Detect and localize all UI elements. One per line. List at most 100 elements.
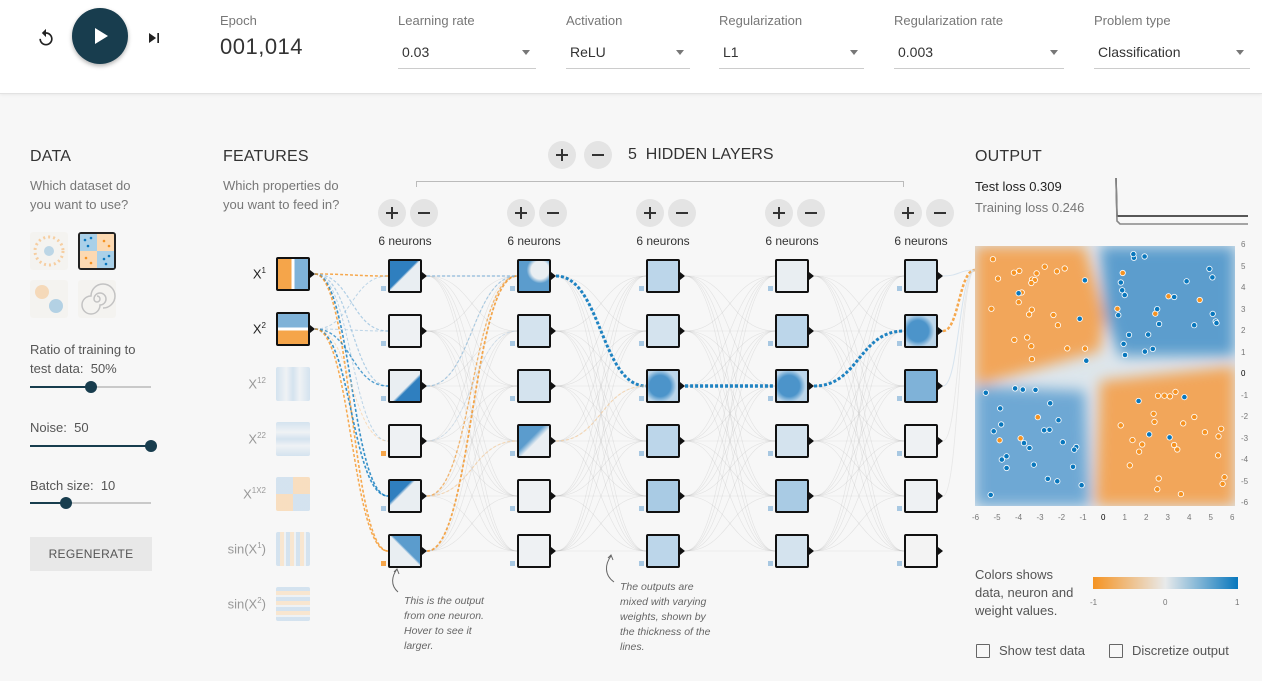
regularization-select[interactable]: L1 (719, 38, 864, 69)
hidden-neuron[interactable] (388, 424, 422, 458)
hidden-neuron[interactable] (517, 424, 551, 458)
weight-line (426, 330, 518, 497)
node-output-arrow (551, 327, 556, 335)
activation-label: Activation (566, 13, 623, 28)
data-point (1041, 263, 1048, 270)
hidden-neuron[interactable] (646, 534, 680, 568)
hidden-neuron[interactable] (646, 259, 680, 293)
dataset-xor-thumb[interactable] (78, 232, 116, 270)
add-neuron-button[interactable] (636, 199, 664, 227)
weight-line (684, 385, 776, 497)
weight-line (813, 440, 905, 552)
hidden-neuron[interactable] (775, 534, 809, 568)
ratio-slider[interactable] (30, 381, 151, 393)
node-output-arrow (680, 547, 685, 555)
neuron-bias-indicator (381, 341, 386, 346)
hidden-neuron[interactable] (517, 314, 551, 348)
hidden-neuron[interactable] (517, 534, 551, 568)
training-loss-value: 0.246 (1051, 200, 1085, 215)
data-point (1069, 463, 1077, 470)
show-test-data-checkbox[interactable] (976, 644, 990, 658)
feature-label: X22 (248, 431, 266, 447)
remove-neuron-button[interactable] (668, 199, 696, 227)
hidden-neuron[interactable] (646, 479, 680, 513)
noise-slider[interactable] (30, 440, 157, 452)
hidden-neuron[interactable] (388, 314, 422, 348)
hidden-neuron[interactable] (517, 259, 551, 293)
hidden-neuron[interactable] (388, 369, 422, 403)
data-point (1206, 265, 1213, 272)
add-neuron-button[interactable] (765, 199, 793, 227)
data-point (1059, 439, 1066, 446)
weight-line (813, 385, 905, 497)
add-neuron-button[interactable] (894, 199, 922, 227)
weight-line (684, 275, 776, 442)
batch-slider-knob[interactable] (60, 497, 73, 509)
hidden-neuron[interactable] (388, 479, 422, 513)
remove-neuron-button[interactable] (539, 199, 567, 227)
hidden-neuron[interactable] (775, 259, 809, 293)
neuron-bias-indicator (897, 286, 902, 291)
add-layer-button[interactable] (548, 141, 576, 169)
feature-node[interactable] (276, 422, 310, 456)
hidden-neuron[interactable] (904, 369, 938, 403)
dataset-spiral-thumb[interactable] (78, 280, 116, 318)
reset-button[interactable] (32, 24, 60, 52)
add-neuron-button[interactable] (378, 199, 406, 227)
noise-slider-knob[interactable] (145, 440, 157, 452)
weight-line (426, 385, 518, 497)
feature-node[interactable] (276, 257, 310, 291)
hidden-neuron[interactable] (646, 314, 680, 348)
weight-line (684, 440, 776, 497)
data-point (1119, 287, 1126, 294)
weight-line (555, 330, 647, 552)
data-point (998, 456, 1005, 463)
hidden-neuron[interactable] (904, 314, 938, 348)
feature-node[interactable] (276, 312, 310, 346)
problem-type-select[interactable]: Classification (1094, 38, 1250, 69)
remove-neuron-button[interactable] (926, 199, 954, 227)
hidden-neuron[interactable] (904, 534, 938, 568)
hidden-neuron[interactable] (775, 479, 809, 513)
weight-line (426, 385, 518, 497)
hidden-neuron[interactable] (904, 479, 938, 513)
regularization-rate-select[interactable]: 0.003 (894, 38, 1064, 69)
hidden-neuron[interactable] (904, 424, 938, 458)
weight-line (555, 385, 647, 497)
remove-neuron-button[interactable] (797, 199, 825, 227)
remove-layer-button[interactable] (584, 141, 612, 169)
hidden-neuron[interactable] (904, 259, 938, 293)
hidden-neuron[interactable] (775, 314, 809, 348)
weight-line (684, 440, 776, 552)
remove-neuron-button[interactable] (410, 199, 438, 227)
hidden-neuron[interactable] (775, 424, 809, 458)
y-axis-tick: -2 (1241, 412, 1249, 421)
step-button[interactable] (140, 24, 168, 52)
hidden-neuron[interactable] (517, 369, 551, 403)
feature-node[interactable] (276, 532, 310, 566)
dataset-gaussian-thumb[interactable] (30, 280, 68, 318)
regenerate-button[interactable]: REGENERATE (30, 537, 152, 571)
hidden-neuron[interactable] (646, 424, 680, 458)
play-pause-button[interactable] (72, 8, 128, 64)
data-point (1055, 417, 1062, 424)
add-neuron-button[interactable] (507, 199, 535, 227)
weight-line (555, 440, 647, 497)
learning-rate-select[interactable]: 0.03 (398, 38, 536, 69)
feature-node[interactable] (276, 367, 310, 401)
feature-node[interactable] (276, 587, 310, 621)
ratio-slider-knob[interactable] (84, 381, 97, 393)
problem-type-label: Problem type (1094, 13, 1171, 28)
batch-size-slider[interactable] (30, 497, 151, 509)
hidden-neuron[interactable] (388, 534, 422, 568)
dataset-circle-thumb[interactable] (30, 232, 68, 270)
problem-type-value: Classification (1098, 44, 1181, 60)
hidden-neuron[interactable] (388, 259, 422, 293)
hidden-neuron[interactable] (775, 369, 809, 403)
hidden-neuron[interactable] (646, 369, 680, 403)
feature-node[interactable] (276, 477, 310, 511)
activation-select[interactable]: ReLU (566, 38, 690, 69)
discretize-output-checkbox[interactable] (1109, 644, 1123, 658)
hidden-neuron[interactable] (517, 479, 551, 513)
data-point (1125, 331, 1133, 339)
